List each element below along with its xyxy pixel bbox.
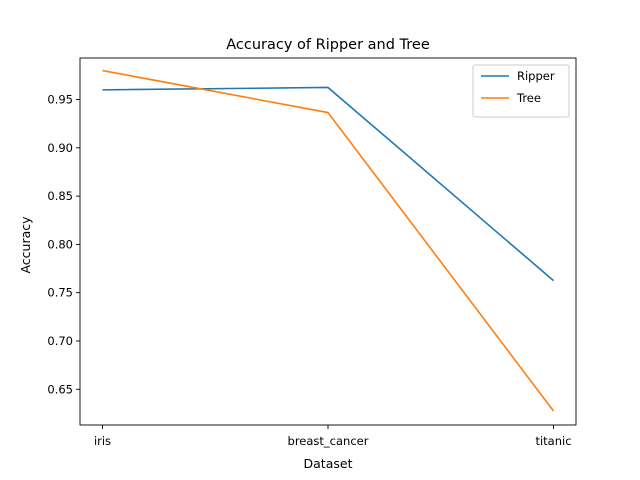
y-tick-label: 0.85 xyxy=(47,189,73,203)
series-line-ripper xyxy=(102,86,555,282)
y-tick-label: 0.90 xyxy=(47,141,73,155)
y-axis: 0.65 0.70 0.75 0.80 0.85 0.90 0.95 xyxy=(47,93,80,396)
y-tick-label: 0.95 xyxy=(47,93,73,107)
x-tick-label: iris xyxy=(94,434,111,448)
y-tick-label: 0.65 xyxy=(47,382,73,396)
series-line-tree xyxy=(102,69,555,412)
legend-label-tree: Tree xyxy=(516,91,541,105)
x-axis: iris breast_cancer titanic xyxy=(94,425,572,448)
y-axis-label: Accuracy xyxy=(18,216,33,274)
chart-title: Accuracy of Ripper and Tree xyxy=(226,37,430,53)
x-tick-label: titanic xyxy=(535,434,571,448)
legend: Ripper Tree xyxy=(472,64,570,118)
y-tick-label: 0.70 xyxy=(47,334,73,348)
x-tick-label: breast_cancer xyxy=(288,434,369,448)
series-layer xyxy=(102,69,555,412)
x-axis-label: Dataset xyxy=(304,456,353,471)
legend-box xyxy=(472,64,570,118)
legend-label-ripper: Ripper xyxy=(517,69,555,83)
y-tick-label: 0.75 xyxy=(47,286,73,300)
y-tick-label: 0.80 xyxy=(47,237,73,251)
